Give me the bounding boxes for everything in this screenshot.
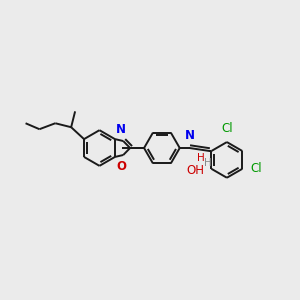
- Text: H: H: [197, 153, 205, 163]
- Text: Cl: Cl: [221, 122, 233, 135]
- Text: OH: OH: [187, 164, 205, 177]
- Text: N: N: [116, 123, 126, 136]
- Text: Cl: Cl: [250, 162, 262, 175]
- Text: H: H: [204, 158, 211, 168]
- Text: N: N: [184, 129, 195, 142]
- Text: O: O: [116, 160, 126, 173]
